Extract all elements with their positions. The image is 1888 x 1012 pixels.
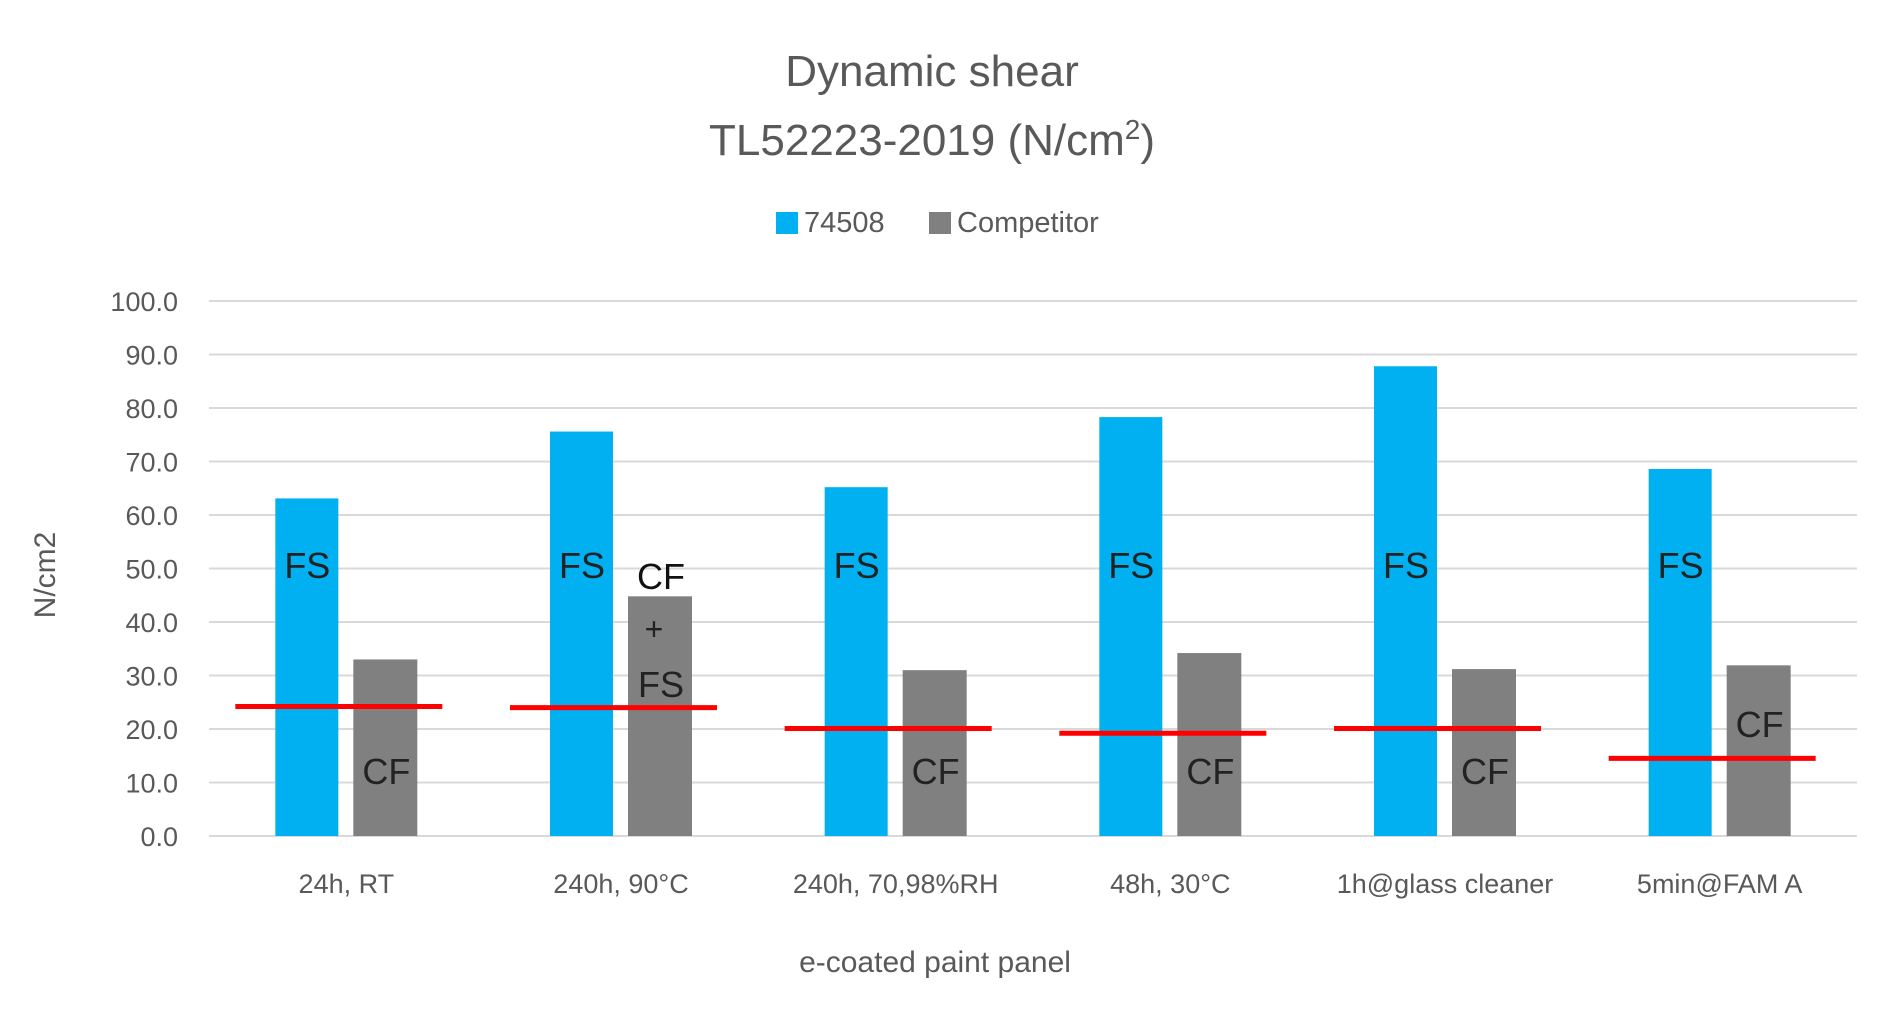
annotation-competitor: CF [1736, 704, 1784, 745]
y-tick-label: 80.0 [125, 394, 178, 424]
x-axis-label: e-coated paint panel [799, 946, 1071, 979]
annotation-74508: FS [834, 545, 880, 586]
annotation-competitor: CF [1461, 751, 1509, 792]
bar-competitor [628, 596, 692, 836]
legend-swatch-74508 [776, 212, 798, 234]
annotation-74508: FS [1658, 545, 1704, 586]
annotation-74508: FS [1383, 545, 1429, 586]
x-tick-label: 24h, RT [299, 869, 395, 899]
annotation-competitor: CF [362, 751, 410, 792]
legend-swatch-competitor [929, 212, 951, 234]
annotation-competitor: CF [637, 556, 685, 597]
y-tick-label: 40.0 [125, 608, 178, 638]
chart-title-line1: Dynamic shear [785, 47, 1078, 96]
annotation-competitor: FS [638, 664, 684, 705]
bar-competitor [1177, 653, 1242, 836]
annotation-74508: FS [559, 545, 605, 586]
y-tick-label: 20.0 [125, 715, 178, 745]
y-tick-label: 60.0 [125, 501, 178, 531]
x-tick-label: 240h, 90°C [553, 869, 688, 899]
y-tick-label: 90.0 [125, 341, 178, 371]
annotation-74508: FS [1108, 545, 1154, 586]
chart-title-line2: TL52223-2019 (N/cm2) [709, 114, 1155, 165]
legend-label-competitor: Competitor [957, 207, 1099, 239]
y-axis-label: N/cm2 [29, 532, 62, 619]
bar-74508 [550, 431, 613, 836]
x-tick-label: 240h, 70,98%RH [793, 869, 999, 899]
annotation-competitor: CF [1186, 751, 1234, 792]
bar-74508 [1374, 366, 1437, 836]
bar-competitor [1726, 665, 1791, 836]
bar-74508 [1648, 468, 1712, 836]
bar-74508 [824, 487, 888, 836]
y-tick-label: 70.0 [125, 448, 178, 478]
x-tick-label: 1h@glass cleaner [1337, 869, 1554, 899]
bar-74508 [275, 498, 339, 836]
bar-competitor [1452, 669, 1516, 836]
y-tick-label: 0.0 [140, 822, 178, 852]
y-tick-label: 10.0 [125, 769, 178, 799]
legend: 74508 Competitor [776, 207, 1099, 239]
bar-competitor [353, 659, 418, 836]
annotation-competitor: CF [912, 751, 960, 792]
annotation-74508: FS [284, 545, 330, 586]
x-tick-label: 48h, 30°C [1110, 869, 1230, 899]
y-tick-label: 50.0 [125, 555, 178, 585]
y-tick-label: 30.0 [125, 662, 178, 692]
y-tick-label: 100.0 [110, 287, 178, 317]
legend-label-74508: 74508 [804, 207, 885, 239]
bar-competitor [902, 670, 967, 836]
annotation-competitor: + [645, 611, 664, 647]
bar-74508 [1099, 417, 1163, 836]
x-tick-label: 5min@FAM A [1637, 869, 1802, 899]
